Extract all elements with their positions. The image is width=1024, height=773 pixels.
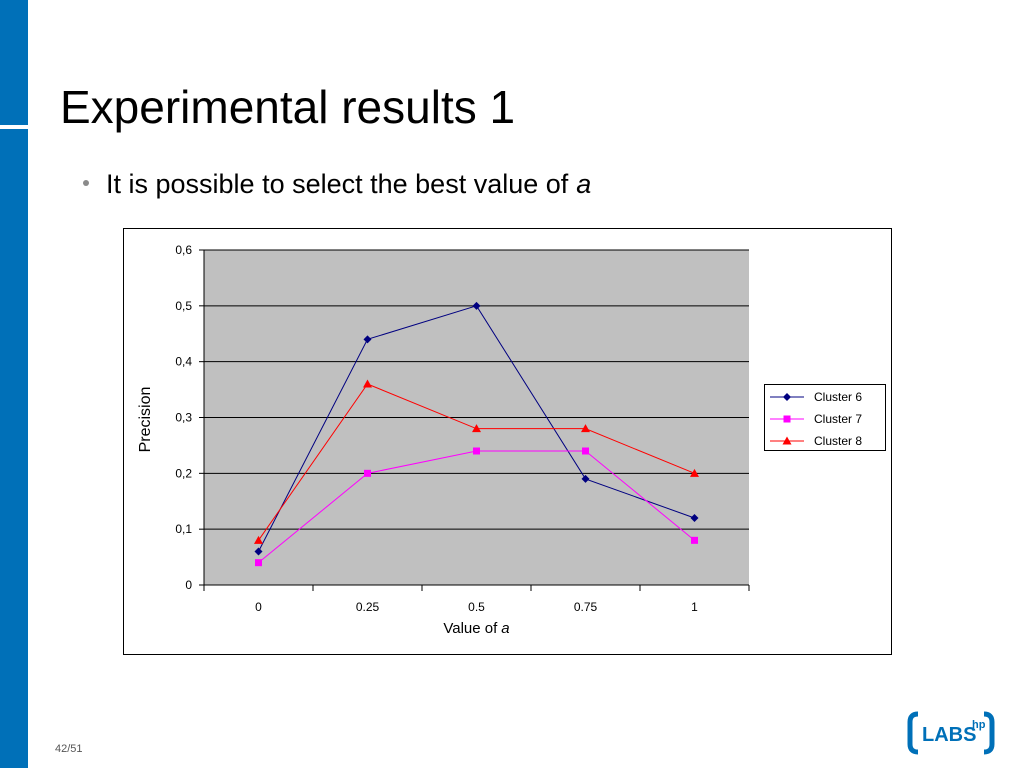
marker [363, 335, 372, 344]
marker [783, 393, 791, 401]
legend-label: Cluster 8 [814, 434, 862, 448]
x-axis-label-text: Value of [443, 620, 498, 637]
logo-bracket [983, 711, 995, 755]
marker [254, 547, 263, 556]
marker [691, 536, 698, 544]
page-number: 42/51 [55, 743, 83, 755]
y-tick-label: 0,1 [175, 522, 192, 536]
y-tick-label: 0,3 [175, 411, 192, 425]
legend-label: Cluster 6 [814, 390, 862, 404]
marker [254, 535, 263, 544]
logo: LABS hp [907, 711, 995, 755]
y-tick-label: 0 [185, 578, 192, 592]
marker [782, 436, 792, 445]
chart: 0 0,1 0,2 0,3 0,4 0,5 0,6 0 0.25 0.5 0.75 1 Value of… [137, 243, 886, 637]
bullet-var: a [576, 169, 591, 199]
bullet-main: It is possible to select the best value … [106, 169, 569, 199]
logo-text: LABS [922, 724, 976, 746]
legend-label: Cluster 7 [814, 412, 862, 426]
marker [582, 447, 589, 455]
marker [783, 415, 791, 423]
side-bar [0, 0, 28, 768]
y-tick-label: 0,6 [175, 243, 192, 257]
y-tick-label: 0,5 [175, 299, 192, 313]
marker [581, 474, 590, 483]
logo-sup: hp [972, 719, 986, 731]
marker [690, 514, 699, 522]
x-tick-label: 0.5 [468, 600, 485, 614]
bullet-text: It is possible to select the best value … [106, 169, 591, 199]
y-tick-label: 0,2 [175, 466, 192, 480]
marker [690, 468, 699, 477]
y-axis-label: Precision [137, 387, 154, 453]
marker [472, 424, 481, 433]
marker [581, 424, 590, 433]
x-tick-label: 0.75 [574, 600, 598, 614]
logo-bracket [907, 711, 919, 755]
x-tick-label: 0.25 [356, 600, 380, 614]
x-axis-label: Value of a [443, 620, 509, 637]
x-tick-label: 1 [691, 600, 698, 614]
marker [363, 379, 372, 388]
x-axis-label-var: a [501, 620, 509, 637]
y-tick-label: 0,4 [175, 355, 192, 369]
slide-title: Experimental results 1 [60, 81, 515, 133]
marker [255, 559, 262, 567]
marker [364, 469, 371, 477]
marker [473, 447, 480, 455]
x-tick-label: 0 [255, 600, 262, 614]
side-bar-stripe [0, 125, 28, 129]
bullet-dot [83, 180, 89, 186]
marker [472, 301, 481, 310]
